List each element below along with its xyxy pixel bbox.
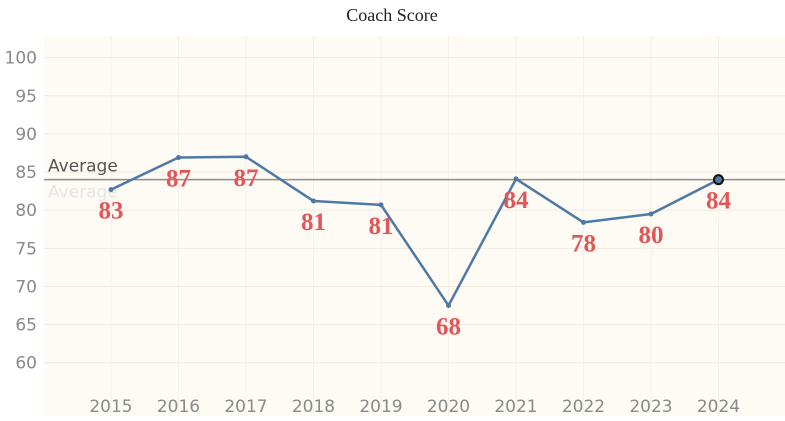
data-point-2017[interactable] — [243, 154, 249, 160]
x-tick-label-2016: 2016 — [157, 397, 200, 416]
data-label-2018: 81 — [301, 209, 326, 236]
x-tick-label-2024: 2024 — [697, 397, 740, 416]
data-label-2024: 84 — [706, 188, 732, 215]
y-tick-label-100: 100 — [5, 49, 37, 69]
x-tick-label-2018: 2018 — [292, 397, 335, 416]
data-label-2017: 87 — [234, 165, 259, 192]
average-reference-label-echo: Average — [48, 183, 118, 203]
data-label-2019: 81 — [369, 213, 394, 240]
y-tick-label-75: 75 — [15, 239, 37, 259]
x-tick-label-2015: 2015 — [89, 397, 132, 416]
data-point-2019[interactable] — [378, 202, 384, 208]
average-reference-label: Average — [48, 157, 118, 177]
data-label-2015: 83 — [99, 198, 124, 225]
y-tick-label-80: 80 — [15, 201, 37, 221]
data-point-2016[interactable] — [176, 155, 181, 161]
x-tick-label-2017: 2017 — [224, 397, 267, 416]
y-tick-label-70: 70 — [15, 277, 37, 297]
x-axis: 2015 2016 2017 2018 2019 2020 2021 2022 2023 2024 — [89, 397, 740, 417]
data-point-2024[interactable] — [713, 174, 724, 186]
y-tick-label-95: 95 — [15, 87, 37, 107]
data-label-2016: 87 — [166, 166, 191, 193]
y-tick-label-85: 85 — [15, 163, 37, 183]
data-labels: 83 87 87 81 81 68 84 78 80 84 — [99, 165, 732, 341]
data-label-2023: 80 — [639, 222, 664, 249]
x-tick-label-2022: 2022 — [562, 397, 605, 416]
x-tick-label-2023: 2023 — [629, 397, 672, 416]
data-point-2015[interactable] — [108, 187, 114, 193]
y-tick-label-60: 60 — [15, 354, 37, 374]
chart-title: Coach Score — [346, 5, 437, 25]
series-group — [108, 154, 724, 309]
y-axis: 60 65 70 75 80 85 90 95 100 — [5, 49, 37, 374]
y-tick-label-90: 90 — [15, 125, 37, 145]
x-tick-label-2021: 2021 — [494, 397, 537, 416]
reference-line-group: Average Average — [44, 157, 785, 203]
x-tick-label-2020: 2020 — [427, 397, 470, 416]
grid — [44, 36, 785, 416]
data-point-2023[interactable] — [648, 211, 654, 217]
data-point-2022[interactable] — [581, 219, 586, 225]
plot-area — [44, 36, 785, 416]
y-tick-label-65: 65 — [15, 316, 37, 336]
data-label-2020: 68 — [436, 314, 461, 341]
x-tick-label-2019: 2019 — [359, 397, 402, 416]
data-point-2020[interactable] — [446, 303, 451, 309]
series-line — [110, 155, 720, 307]
data-label-2021: 84 — [504, 187, 530, 214]
data-point-2021[interactable] — [513, 176, 519, 182]
data-point-2018[interactable] — [311, 198, 316, 204]
data-label-2022: 78 — [571, 230, 596, 257]
